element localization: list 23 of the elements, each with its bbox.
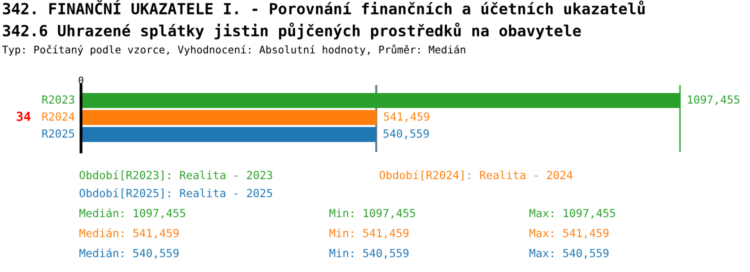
text: Min: 541,459 <box>329 228 409 239</box>
text: Období[R2024]: Realita - 2024 <box>380 170 572 181</box>
text: Min: 540,559 <box>329 248 409 259</box>
series-label: R2025 <box>42 129 74 138</box>
data-label: 1097,455 <box>688 95 740 106</box>
chart-subtitle: 342.6 Uhrazené splátky jistin půjčených prostředků na obavytele <box>2 22 581 40</box>
data-label: 540,559 <box>384 129 429 140</box>
text: Max: 541,459 <box>529 228 609 239</box>
series-label: R2024 <box>42 112 74 121</box>
text: Období[R2023]: Realita - 2023 <box>80 170 272 181</box>
text: Typ: Počítaný podle vzorce, Vyhodnocení: Absolutní hodnoty, Průměr: Medián <box>2 44 466 56</box>
text: Medián: 541,459 <box>79 228 179 239</box>
text: Medián: 540,559 <box>79 248 179 259</box>
y-tick-label: 34 <box>16 112 30 122</box>
text: Max: 540,559 <box>529 248 609 259</box>
text: Min: 1097,455 <box>329 208 416 219</box>
series-label: R2023 <box>42 95 74 104</box>
text: Max: 1097,455 <box>529 208 616 219</box>
text: Medián: 1097,455 <box>79 208 186 219</box>
chart-title: 342. FINANČNÍ UKAZATELE I. - Porovnání finančních a účetních ukazatelů <box>2 0 645 14</box>
text: Období[R2025]: Realita - 2025 <box>80 188 272 199</box>
data-label: 541,459 <box>384 112 430 122</box>
text: 0 <box>78 76 84 84</box>
